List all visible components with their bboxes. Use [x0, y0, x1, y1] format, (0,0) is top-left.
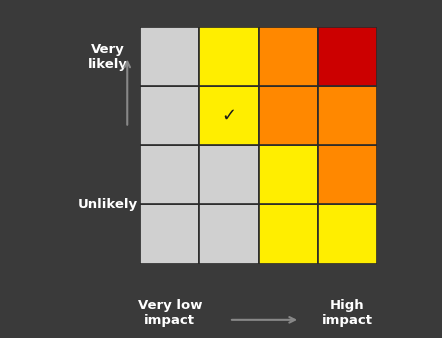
Text: Very low
impact: Very low impact — [137, 299, 202, 327]
Bar — [318, 86, 377, 145]
Text: High
impact: High impact — [322, 299, 373, 327]
Text: Unlikely: Unlikely — [78, 198, 138, 211]
Bar — [199, 145, 259, 204]
Text: ✓: ✓ — [221, 107, 236, 125]
Bar — [199, 27, 259, 86]
Bar — [199, 86, 259, 145]
Bar — [259, 145, 318, 204]
Bar — [140, 204, 199, 264]
Bar — [318, 27, 377, 86]
Bar — [318, 145, 377, 204]
Bar — [259, 204, 318, 264]
Bar — [140, 27, 199, 86]
Bar — [259, 27, 318, 86]
Bar — [318, 204, 377, 264]
Bar — [140, 145, 199, 204]
Bar — [140, 86, 199, 145]
Text: Very
likely: Very likely — [88, 43, 128, 71]
Bar — [199, 204, 259, 264]
Bar — [259, 86, 318, 145]
